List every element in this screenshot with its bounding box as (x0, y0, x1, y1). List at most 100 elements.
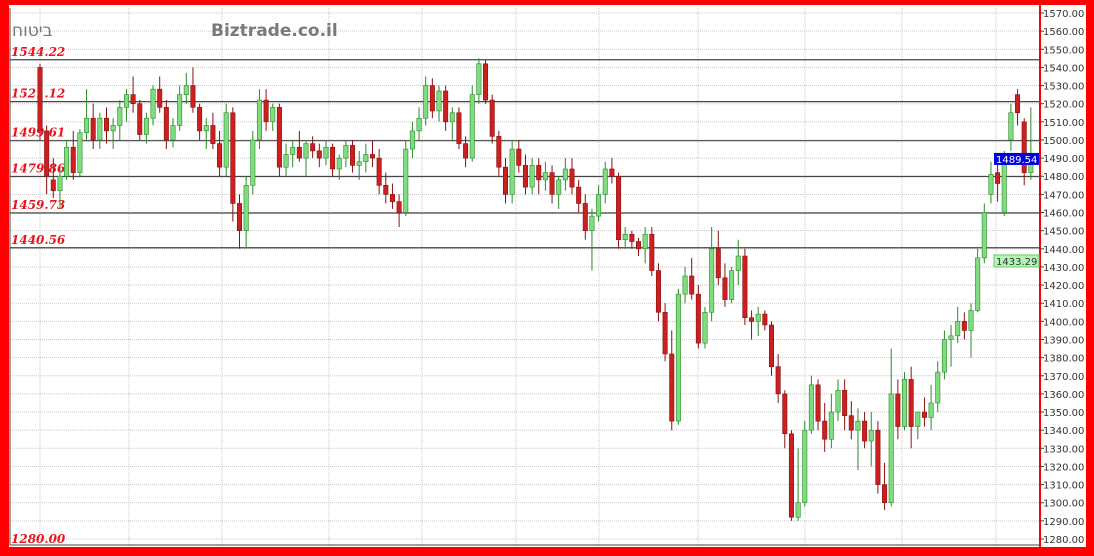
candle-down (609, 168, 615, 177)
candle-down (44, 130, 50, 177)
candle-down (689, 275, 695, 295)
candle-down (635, 241, 641, 250)
candle-up (343, 145, 349, 159)
axis-tick-label: 1310.00 (1043, 481, 1084, 492)
axis-tick-label: 1540.00 (1043, 63, 1084, 74)
price-axis: 1570.00 1560.00 1550.00 1540.00 1530.00 1520.… (993, 5, 1086, 547)
candle-down (582, 203, 588, 231)
candle-down (376, 157, 382, 186)
last-price-label: 1489.54 (996, 155, 1037, 166)
candle-up (250, 139, 256, 186)
candle-down (369, 154, 375, 159)
secondary-price-label: 1433.29 (996, 257, 1037, 268)
candle-up (436, 90, 442, 112)
candle-up (77, 132, 83, 173)
axis-tick-label: 1530.00 (1043, 82, 1084, 93)
axis-tick-label: 1560.00 (1043, 27, 1084, 38)
secondary-price-badge (993, 254, 1040, 268)
candle-down (70, 146, 76, 173)
candle-down (310, 143, 316, 152)
candle-up (469, 94, 475, 159)
candle-up (981, 212, 987, 259)
candle-down (237, 203, 243, 231)
candle-up (915, 411, 921, 427)
axis-tick-label: 1470.00 (1043, 190, 1084, 201)
candle-down (276, 107, 282, 168)
axis-tick-label: 1380.00 (1043, 354, 1084, 365)
candle-up (602, 168, 608, 195)
candle-up (170, 125, 176, 141)
axis-tick-label: 1550.00 (1043, 45, 1084, 56)
candle-up (988, 174, 994, 195)
candle-up (290, 146, 296, 155)
candle-up (529, 165, 535, 188)
candle-up (808, 384, 814, 431)
candle-down (775, 366, 781, 395)
candle-down (995, 172, 1001, 184)
axis-tick-label: 1420.00 (1043, 281, 1084, 292)
candle-up (928, 402, 934, 418)
candle-up (702, 311, 708, 344)
candle-down (516, 148, 522, 166)
candle-up (622, 233, 628, 241)
candle-down (722, 277, 728, 300)
candle-up (270, 107, 276, 123)
candle-up (449, 112, 455, 123)
candle-up (150, 88, 156, 119)
candle-down (815, 384, 821, 422)
level-label: 1440.56 (11, 233, 66, 247)
axis-tick-label: 1320.00 (1043, 462, 1084, 473)
candle-up (84, 117, 90, 134)
candle-down (549, 172, 555, 195)
axis-tick-label: 1510.00 (1043, 118, 1084, 129)
candle-up (403, 148, 409, 213)
candle-down (715, 248, 721, 279)
candle-up (183, 85, 189, 95)
candle-down (383, 185, 389, 195)
candle-up (941, 339, 947, 373)
candle-up (203, 125, 209, 132)
candle-up (901, 379, 907, 427)
axis-tick-label: 1360.00 (1043, 390, 1084, 401)
candle-up (509, 148, 515, 195)
candle-down (655, 270, 661, 313)
axis-tick-label: 1370.00 (1043, 372, 1084, 383)
candle-up (802, 429, 808, 504)
candle-down (489, 99, 495, 137)
level-label: 1499.61 (11, 126, 65, 140)
axis-background (1040, 5, 1086, 547)
candle-down (217, 143, 223, 168)
candle-down (296, 146, 302, 159)
axis-tick-label: 1460.00 (1043, 209, 1084, 220)
candle-down (569, 168, 575, 188)
candle-down (782, 393, 788, 435)
axis-tick-label: 1280.00 (1043, 535, 1084, 546)
candle-down (788, 433, 794, 518)
candle-up (356, 161, 362, 166)
candle-up (283, 154, 289, 168)
axis-tick-label: 1450.00 (1043, 227, 1084, 238)
candle-up (64, 146, 70, 177)
candle-up (975, 257, 981, 311)
candle-up (363, 154, 369, 163)
axis-tick-label: 1330.00 (1043, 444, 1084, 455)
axis-tick-label: 1520.00 (1043, 100, 1084, 111)
candle-up (562, 168, 568, 181)
candle-up (642, 233, 648, 250)
candle-up (323, 146, 329, 159)
candle-down (749, 317, 755, 322)
axis-tick-label: 1290.00 (1043, 517, 1084, 528)
axis-tick-label: 1400.00 (1043, 317, 1084, 328)
candle-up (589, 215, 595, 231)
candle-down (456, 112, 462, 144)
candle-down (163, 107, 169, 141)
candle-down (822, 420, 828, 440)
candle-down (848, 415, 854, 431)
candle-up (828, 411, 834, 440)
candle-up (110, 125, 116, 132)
bottom-level-label: 1280.00 (11, 532, 66, 546)
grid (9, 8, 1040, 546)
candle-down (396, 201, 402, 213)
watermark: Biztrade.co.il (211, 21, 338, 41)
